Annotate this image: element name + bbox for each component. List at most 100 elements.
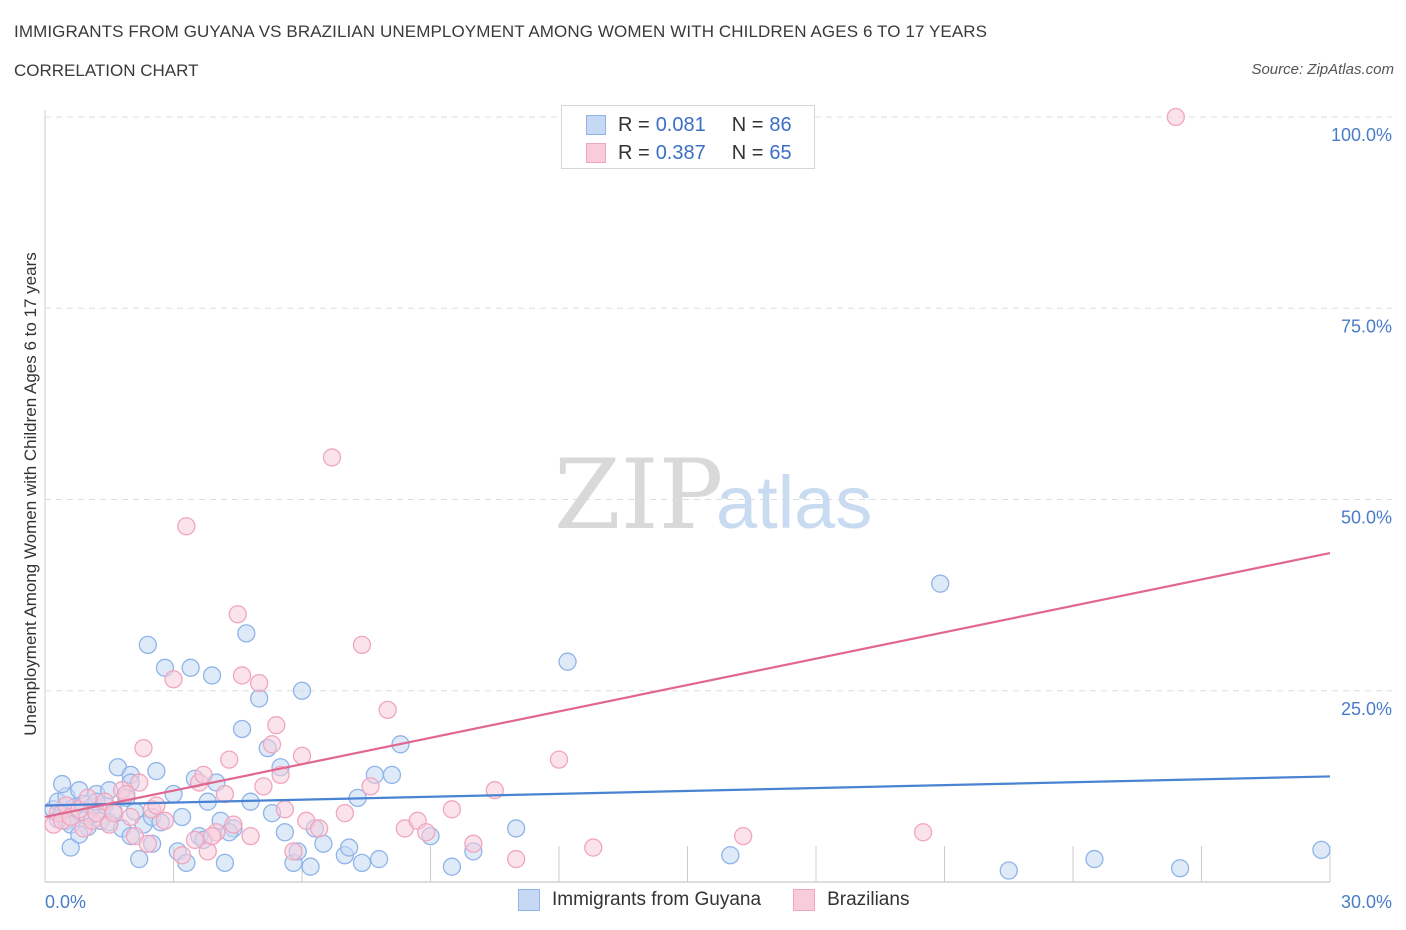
axes xyxy=(44,110,1331,883)
point-brazilians xyxy=(250,673,269,693)
point-brazilians xyxy=(275,800,295,819)
trend-line-brazilians xyxy=(44,551,1331,819)
legend-r-label: R = xyxy=(618,141,650,164)
point-guyana xyxy=(172,807,192,827)
point-guyana xyxy=(1085,849,1104,869)
legend-r-value: 0.081 xyxy=(655,113,706,136)
point-brazilians xyxy=(155,811,175,830)
point-guyana xyxy=(442,857,462,876)
point-guyana xyxy=(138,635,157,654)
point-brazilians xyxy=(138,834,157,853)
chart-title: IMMIGRANTS FROM GUYANA VS BRAZILIAN UNEM… xyxy=(14,22,988,41)
point-brazilians xyxy=(220,750,239,769)
point-guyana xyxy=(382,765,402,785)
point-brazilians xyxy=(194,765,213,785)
tick-labels: 25.0% 50.0% 75.0% 100.0% 0.0% 30.0% xyxy=(45,125,1392,912)
point-brazilians xyxy=(352,635,372,654)
y-tick-label: 50.0% xyxy=(1341,508,1392,528)
legend-n-label: N = xyxy=(731,113,764,136)
point-brazilians xyxy=(232,666,252,685)
point-brazilians xyxy=(734,826,753,846)
point-guyana xyxy=(301,857,320,876)
point-guyana xyxy=(314,834,333,853)
trend-lines xyxy=(44,551,1331,819)
point-brazilians xyxy=(241,826,260,846)
point-brazilians xyxy=(164,670,183,689)
point-brazilians xyxy=(292,746,312,765)
trend-line-guyana xyxy=(44,775,1331,807)
point-brazilians xyxy=(228,605,247,624)
watermark: ZIP atlas xyxy=(554,439,872,551)
point-guyana xyxy=(275,823,295,842)
point-guyana xyxy=(147,761,166,781)
y-tick-label: 75.0% xyxy=(1341,316,1392,336)
point-brazilians xyxy=(549,750,569,769)
point-guyana xyxy=(237,624,256,643)
point-brazilians xyxy=(378,700,397,720)
y-tick-label: 100.0% xyxy=(1331,125,1392,145)
point-brazilians xyxy=(134,738,153,758)
point-brazilians xyxy=(507,849,526,869)
legend-r-label: R = xyxy=(618,113,650,136)
point-brazilians xyxy=(121,807,140,827)
chart-subtitle: CORRELATION CHART xyxy=(14,61,199,80)
point-guyana xyxy=(61,838,80,857)
point-brazilians xyxy=(1166,107,1185,127)
point-brazilians xyxy=(584,838,603,857)
point-brazilians xyxy=(224,815,243,834)
point-brazilians xyxy=(442,800,462,819)
legend-r-value: 0.387 xyxy=(655,141,706,164)
point-brazilians xyxy=(322,448,342,467)
point-guyana xyxy=(215,853,235,873)
point-guyana xyxy=(181,658,200,677)
point-brazilians xyxy=(215,784,235,804)
point-brazilians xyxy=(262,735,282,754)
legend-swatch-brazilians xyxy=(793,889,816,911)
point-brazilians xyxy=(104,804,123,823)
point-guyana xyxy=(202,666,222,685)
point-guyana xyxy=(352,853,372,873)
point-guyana xyxy=(292,681,312,700)
point-guyana xyxy=(721,846,740,865)
legend-n-label: N = xyxy=(731,141,764,164)
legend-swatch-brazilians xyxy=(586,143,606,163)
point-guyana xyxy=(232,719,252,739)
point-brazilians xyxy=(177,517,196,536)
point-guyana xyxy=(507,819,526,838)
point-brazilians xyxy=(335,804,354,823)
point-guyana xyxy=(369,849,389,869)
legend-n-value: 65 xyxy=(769,141,792,164)
point-brazilians xyxy=(309,819,329,838)
point-guyana xyxy=(52,774,72,794)
point-brazilians xyxy=(130,773,149,792)
point-brazilians xyxy=(464,834,483,853)
point-guyana xyxy=(164,784,183,804)
legend-label-brazilians: Brazilians xyxy=(827,889,910,910)
watermark-zip: ZIP xyxy=(554,439,723,551)
x-tick-label: 30.0% xyxy=(1341,892,1392,912)
point-guyana xyxy=(931,574,950,593)
point-brazilians xyxy=(284,842,303,861)
legend-label-guyana: Immigrants from Guyana xyxy=(552,889,762,910)
legend-n-value: 86 xyxy=(769,113,792,136)
point-brazilians xyxy=(78,788,97,807)
stats-legend: R = 0.081 N = 86 R = 0.387 N = 65 xyxy=(561,105,815,169)
series-legend: Immigrants from Guyana Brazilians xyxy=(518,889,941,911)
point-brazilians xyxy=(271,765,290,785)
point-guyana xyxy=(558,652,577,671)
legend-item-brazilians: Brazilians xyxy=(793,889,909,911)
point-brazilians xyxy=(185,830,205,850)
legend-swatch-guyana xyxy=(586,115,606,135)
point-brazilians xyxy=(254,777,273,796)
grid-lines xyxy=(45,116,1392,692)
legend-row-guyana: R = 0.081 N = 86 xyxy=(586,113,792,137)
watermark-atlas: atlas xyxy=(716,461,872,544)
point-guyana xyxy=(1312,840,1331,860)
point-brazilians xyxy=(361,777,380,796)
point-brazilians xyxy=(198,842,217,861)
legend-swatch-guyana xyxy=(518,889,540,911)
point-guyana xyxy=(130,849,149,869)
point-guyana xyxy=(1170,859,1190,878)
source-label: Source: ZipAtlas.com xyxy=(1251,61,1394,78)
